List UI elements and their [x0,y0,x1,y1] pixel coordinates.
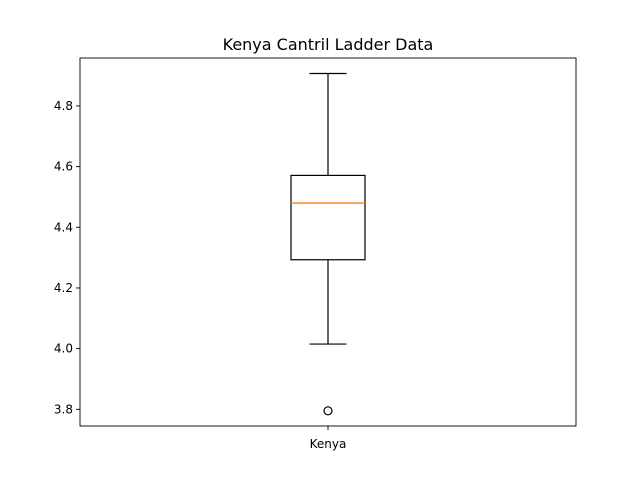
y-tick-label: 4.6 [54,160,73,174]
y-tick-label: 4.0 [54,342,73,356]
chart-title: Kenya Cantril Ladder Data [223,35,434,54]
y-tick-label: 3.8 [54,402,73,416]
box-iqr [290,174,366,261]
y-tick-label: 4.2 [54,281,73,295]
x-tick-label: Kenya [310,437,347,451]
axes-frame [79,57,577,427]
y-tick-label: 4.4 [54,220,73,234]
y-tick-label: 4.8 [54,99,73,113]
plot-area: 3.8 4.0 4.2 4.4 4.6 4.8 Kenya [54,72,366,451]
outlier-point [323,406,333,416]
